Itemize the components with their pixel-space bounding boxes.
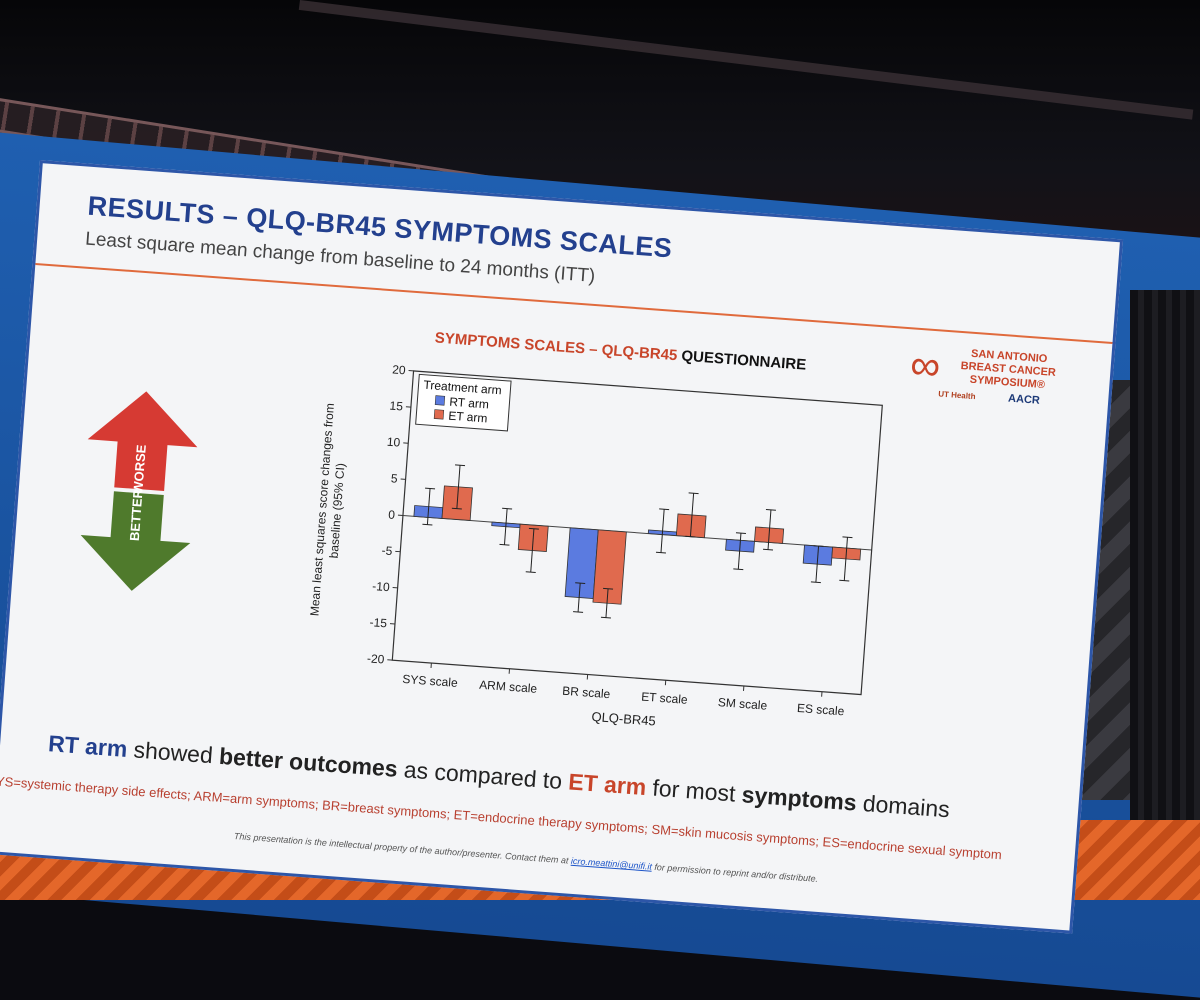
presentation-slide: RESULTS – QLQ-BR45 SYMPTOMS SCALES Least… bbox=[0, 160, 1123, 934]
sabcs-logo: ∞ SAN ANTONIO BREAST CANCER SYMPOSIUM® U… bbox=[907, 339, 1087, 422]
legend-swatch-et bbox=[434, 410, 444, 420]
symptoms-bar-chart: SYMPTOMS SCALES – QLQ-BR45 QUESTIONNAIRE… bbox=[273, 311, 901, 754]
error-cap-low bbox=[763, 549, 773, 550]
error-cap-low bbox=[656, 552, 666, 553]
y-tick-label: 10 bbox=[386, 435, 401, 450]
stage-curtain bbox=[1130, 290, 1200, 900]
error-cap-high bbox=[766, 509, 776, 510]
y-tick-label: -10 bbox=[372, 579, 391, 594]
logo-wordmark: SAN ANTONIO BREAST CANCER SYMPOSIUM® bbox=[937, 345, 1079, 394]
error-cap-high bbox=[455, 465, 465, 466]
chart-title-b: QUESTIONNAIRE bbox=[677, 347, 807, 373]
x-tick-label: SM scale bbox=[717, 695, 768, 713]
bar-rt bbox=[565, 528, 598, 599]
error-cap-low bbox=[811, 582, 821, 583]
y-tick-label: 5 bbox=[390, 471, 398, 485]
x-axis-label: QLQ-BR45 bbox=[591, 709, 656, 729]
disclaimer-pre: This presentation is the intellectual pr… bbox=[234, 831, 572, 866]
y-tick-label: 20 bbox=[392, 362, 407, 377]
error-cap-high bbox=[736, 533, 746, 534]
contact-email-link[interactable]: icro.meattini@unifi.it bbox=[571, 856, 653, 872]
chart-title-a: SYMPTOMS SCALES – QLQ-BR45 bbox=[434, 329, 678, 364]
conclusion-text-4: domains bbox=[856, 790, 951, 823]
error-cap-high bbox=[689, 493, 699, 494]
conclusion-text-1: showed bbox=[126, 736, 220, 769]
y-tick-label: -5 bbox=[381, 543, 393, 558]
conclusion-symptoms: symptoms bbox=[741, 781, 858, 815]
x-tick-label: ARM scale bbox=[479, 678, 538, 696]
x-tick-label: ES scale bbox=[797, 701, 846, 718]
worse-better-arrow: WORSE BETTER bbox=[77, 387, 201, 595]
x-tick-label: BR scale bbox=[562, 684, 611, 702]
error-cap-low bbox=[733, 569, 743, 570]
chart-legend: Treatment arm RT arm ET arm bbox=[416, 374, 511, 431]
chart-title: SYMPTOMS SCALES – QLQ-BR45 QUESTIONNAIRE bbox=[434, 329, 807, 373]
error-cap-high bbox=[502, 508, 512, 509]
bar-et bbox=[593, 530, 626, 604]
conclusion-text-3: for most bbox=[645, 774, 743, 807]
y-tick-label: 15 bbox=[389, 399, 404, 414]
conclusion-rt: RT arm bbox=[47, 730, 128, 762]
y-tick-label: 0 bbox=[388, 507, 396, 521]
y-tick-label: -20 bbox=[367, 651, 386, 666]
x-tick-label: SYS scale bbox=[402, 672, 459, 690]
conclusion-text-2: as compared to bbox=[397, 756, 570, 794]
aacr-logo: AACR bbox=[1008, 393, 1041, 407]
error-cap-low bbox=[526, 572, 536, 573]
error-cap-high bbox=[842, 537, 852, 538]
ut-health-logo: UT Health bbox=[938, 389, 976, 401]
error-cap-low bbox=[422, 524, 432, 525]
error-cap-low bbox=[499, 544, 509, 545]
error-cap-low bbox=[839, 580, 849, 581]
legend-swatch-rt bbox=[435, 396, 445, 406]
disclaimer-post: for permission to reprint and/or distrib… bbox=[652, 862, 819, 884]
y-tick-label: -15 bbox=[369, 615, 388, 630]
legend-label-et: ET arm bbox=[448, 409, 488, 426]
error-cap-low bbox=[601, 617, 611, 618]
error-cap-high bbox=[425, 488, 435, 489]
error-cap-high bbox=[659, 509, 669, 510]
error-cap-low bbox=[573, 612, 583, 613]
zero-line bbox=[403, 516, 872, 550]
conclusion-et: ET arm bbox=[568, 768, 648, 800]
conclusion-better: better outcomes bbox=[218, 743, 398, 782]
x-tick-label: ET scale bbox=[641, 689, 689, 706]
